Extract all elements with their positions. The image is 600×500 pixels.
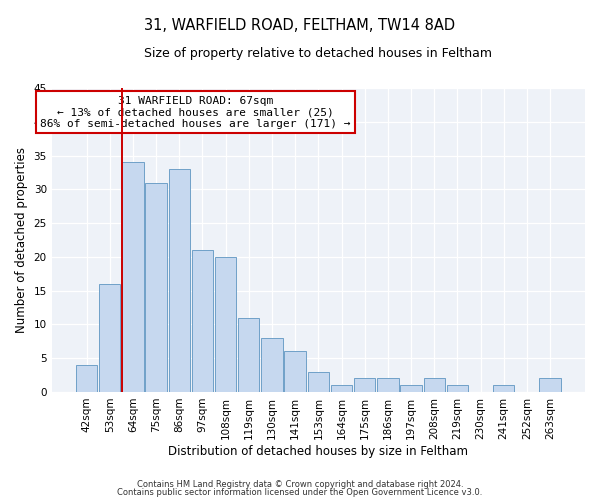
- Y-axis label: Number of detached properties: Number of detached properties: [15, 147, 28, 333]
- Bar: [400, 385, 422, 392]
- Bar: [539, 378, 561, 392]
- Text: 31 WARFIELD ROAD: 67sqm
← 13% of detached houses are smaller (25)
86% of semi-de: 31 WARFIELD ROAD: 67sqm ← 13% of detache…: [40, 96, 351, 129]
- X-axis label: Distribution of detached houses by size in Feltham: Distribution of detached houses by size …: [169, 444, 469, 458]
- Bar: [493, 385, 514, 392]
- Bar: [169, 169, 190, 392]
- Bar: [99, 284, 121, 392]
- Bar: [262, 338, 283, 392]
- Bar: [238, 318, 259, 392]
- Bar: [377, 378, 398, 392]
- Bar: [331, 385, 352, 392]
- Bar: [122, 162, 143, 392]
- Bar: [145, 182, 167, 392]
- Bar: [424, 378, 445, 392]
- Text: Contains HM Land Registry data © Crown copyright and database right 2024.: Contains HM Land Registry data © Crown c…: [137, 480, 463, 489]
- Bar: [215, 257, 236, 392]
- Bar: [192, 250, 213, 392]
- Bar: [447, 385, 468, 392]
- Bar: [354, 378, 376, 392]
- Bar: [76, 365, 97, 392]
- Text: Contains public sector information licensed under the Open Government Licence v3: Contains public sector information licen…: [118, 488, 482, 497]
- Text: 31, WARFIELD ROAD, FELTHAM, TW14 8AD: 31, WARFIELD ROAD, FELTHAM, TW14 8AD: [145, 18, 455, 32]
- Title: Size of property relative to detached houses in Feltham: Size of property relative to detached ho…: [145, 48, 493, 60]
- Bar: [284, 352, 306, 392]
- Bar: [308, 372, 329, 392]
